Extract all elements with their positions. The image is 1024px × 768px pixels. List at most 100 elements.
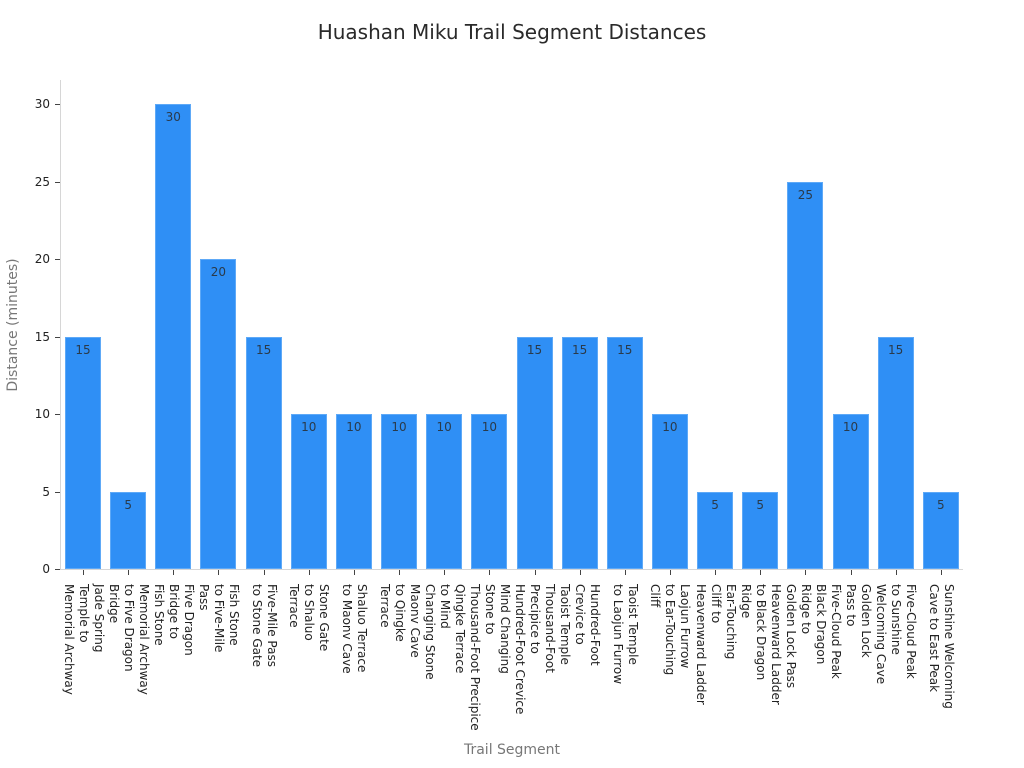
x-tick-mark bbox=[895, 570, 897, 575]
bar: 15 bbox=[245, 336, 282, 569]
y-tick: 5 bbox=[0, 485, 60, 506]
x-tick-label: Ear-Touching Cliff to Heavenward Ladder bbox=[693, 584, 738, 705]
bar-value-label: 20 bbox=[210, 265, 227, 279]
bar-value-label: 10 bbox=[436, 420, 452, 434]
bar: 30 bbox=[155, 104, 192, 569]
bar: 10 bbox=[471, 414, 508, 569]
bar-value-label: 5 bbox=[756, 497, 765, 512]
bar-value-label: 15 bbox=[572, 342, 588, 357]
bar: 15 bbox=[877, 336, 914, 569]
bar-value-label: 5 bbox=[937, 497, 945, 512]
bar: 5 bbox=[922, 491, 959, 569]
x-tick-label: Five Dragon Bridge to Fish Stone bbox=[151, 584, 196, 656]
bar-value-label: 5 bbox=[711, 497, 719, 512]
bar: 15 bbox=[561, 336, 598, 569]
x-tick-mark bbox=[399, 570, 401, 575]
bar: 10 bbox=[381, 414, 418, 569]
x-tick-label: Mind Changing Stone to Thousand-Foot Pre… bbox=[467, 584, 512, 731]
chart-title: Huashan Miku Trail Segment Distances bbox=[317, 20, 707, 44]
bar-value-label: 10 bbox=[391, 420, 407, 434]
y-tick-mark bbox=[55, 336, 60, 338]
x-tick-mark bbox=[805, 570, 807, 575]
y-axis-label: Distance (minutes) bbox=[5, 258, 21, 392]
bar: 10 bbox=[426, 414, 463, 569]
x-tick-label: Black Dragon Ridge to Golden Lock Pass bbox=[783, 584, 828, 689]
bar-value-label: 10 bbox=[346, 420, 362, 434]
y-tick-label: 10 bbox=[34, 407, 50, 421]
bar-value-label: 15 bbox=[526, 342, 543, 357]
bar-value-label: 10 bbox=[481, 420, 497, 434]
y-tick-label: 25 bbox=[34, 174, 50, 189]
x-tick-mark bbox=[534, 570, 536, 575]
y-tick-label: 15 bbox=[34, 329, 50, 344]
y-tick-label: 20 bbox=[34, 252, 50, 266]
x-tick-mark bbox=[579, 570, 581, 575]
y-tick-mark bbox=[55, 491, 60, 493]
y-axis-line bbox=[60, 80, 61, 570]
y-tick-label: 30 bbox=[34, 97, 50, 111]
bar-value-label: 10 bbox=[662, 420, 678, 434]
bar: 25 bbox=[787, 181, 824, 569]
x-tick-label: Stone Gate to Shaluo Terrace bbox=[287, 584, 332, 652]
y-tick-mark bbox=[55, 181, 60, 183]
bar: 5 bbox=[742, 491, 779, 569]
x-tick-mark bbox=[173, 570, 175, 575]
x-tick-mark bbox=[83, 570, 84, 575]
x-tick-mark bbox=[353, 570, 355, 575]
bar: 15 bbox=[606, 336, 643, 569]
y-tick-mark bbox=[55, 104, 60, 105]
x-tick-label: Heavenward Ladder to Black Dragon Ridge bbox=[738, 584, 783, 705]
y-tick: 10 bbox=[0, 407, 60, 428]
y-tick: 20 bbox=[0, 252, 60, 273]
y-tick: 25 bbox=[0, 175, 60, 196]
x-tick-mark bbox=[940, 570, 942, 575]
x-tick-label: Jade Spring Temple to Memorial Archway bbox=[61, 584, 106, 695]
bar-value-label: 5 bbox=[124, 497, 132, 512]
bar: 10 bbox=[290, 414, 327, 569]
x-tick-mark bbox=[444, 570, 446, 575]
x-tick-mark bbox=[760, 570, 762, 575]
bar: 15 bbox=[65, 336, 101, 569]
bar: 10 bbox=[651, 414, 688, 569]
x-tick-mark bbox=[715, 570, 717, 575]
x-tick-mark bbox=[624, 570, 626, 575]
bar: 15 bbox=[516, 336, 553, 569]
bar-value-label: 25 bbox=[797, 187, 814, 202]
x-tick-label: Golden Lock Pass to Five-Cloud Peak bbox=[829, 584, 874, 679]
x-axis-line bbox=[60, 569, 963, 570]
y-tick: 30 bbox=[0, 97, 60, 118]
x-tick-label: Five-Mile Pass to Stone Gate bbox=[249, 584, 279, 668]
y-tick-label: 5 bbox=[42, 484, 50, 499]
x-tick-mark bbox=[669, 570, 671, 575]
x-tick-mark bbox=[308, 570, 310, 575]
bar: 5 bbox=[110, 491, 147, 569]
x-tick-label: Sunshine Welcoming Cave to East Peak bbox=[926, 584, 956, 709]
bar: 20 bbox=[200, 259, 237, 569]
x-tick-label: Fish Stone to Five-Mile Pass bbox=[196, 584, 241, 653]
bar-value-label: 10 bbox=[301, 420, 317, 434]
x-tick-label: Five-Cloud Peak to Sunshine Welcoming Ca… bbox=[874, 584, 919, 685]
x-tick-label: Thousand-Foot Precipice to Hundred-Foot … bbox=[513, 584, 557, 715]
x-tick-label: Hundred-Foot Crevice to Taoist Temple bbox=[558, 584, 603, 666]
x-tick-label: Maonv Cave to Qingke Terrace bbox=[377, 584, 422, 658]
bar: 5 bbox=[697, 491, 734, 569]
y-tick-mark bbox=[55, 569, 60, 570]
x-tick-mark bbox=[218, 570, 220, 575]
y-tick: 0 bbox=[0, 562, 60, 583]
x-tick-mark bbox=[489, 570, 491, 575]
bar: 10 bbox=[335, 414, 372, 569]
x-tick-mark bbox=[263, 570, 265, 575]
x-tick-label: Shaluo Terrace to Maonv Cave bbox=[339, 584, 369, 674]
x-tick-mark bbox=[850, 570, 852, 575]
bar-value-label: 15 bbox=[75, 342, 91, 357]
x-tick-label: Taoist Temple to Laojun Furrow bbox=[610, 584, 640, 685]
bar-value-label: 15 bbox=[888, 342, 904, 357]
y-tick-mark bbox=[55, 414, 60, 415]
x-tick-mark bbox=[128, 570, 130, 575]
y-tick-label: 0 bbox=[42, 562, 50, 576]
x-tick-label: Qingke Terrace to Mind Changing Stone bbox=[422, 584, 467, 680]
x-tick-label: Memorial Archway to Five Dragon Bridge bbox=[106, 584, 151, 695]
bar-value-label: 15 bbox=[617, 342, 633, 357]
bar-value-label: 30 bbox=[165, 110, 181, 124]
y-tick: 15 bbox=[0, 330, 60, 351]
